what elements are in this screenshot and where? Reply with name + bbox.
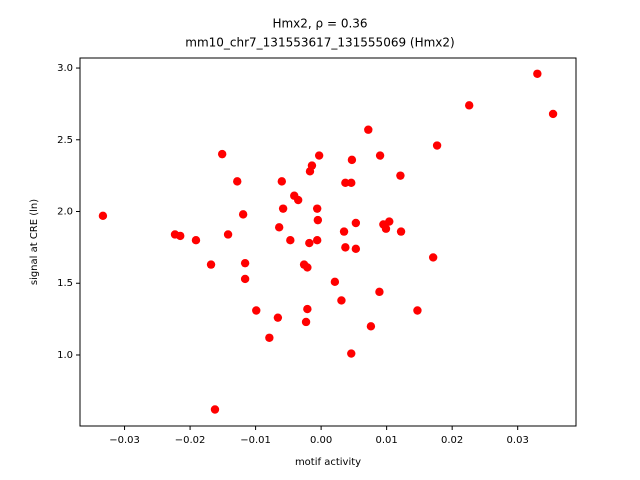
chart-subtitle: mm10_chr7_131553617_131555069 (Hmx2)	[185, 36, 454, 50]
point	[347, 155, 357, 165]
point	[396, 227, 406, 236]
point	[375, 287, 384, 297]
y-tick-label: 1.5	[57, 278, 73, 289]
x-tick-label: −0.03	[109, 435, 140, 446]
point	[337, 296, 346, 305]
point	[191, 236, 201, 245]
point	[252, 306, 261, 315]
point	[375, 151, 385, 160]
point	[273, 313, 283, 322]
x-axis-label: motif activity	[295, 457, 361, 468]
x-tick-label: 0.02	[441, 435, 463, 446]
point	[303, 263, 312, 272]
point	[265, 333, 274, 342]
point	[351, 218, 361, 228]
point	[312, 236, 322, 245]
point	[98, 211, 108, 221]
point	[312, 204, 322, 213]
point	[548, 109, 558, 119]
point	[303, 304, 312, 314]
point	[464, 101, 474, 110]
point	[314, 151, 324, 160]
point	[413, 306, 422, 315]
point	[385, 217, 394, 226]
x-tick-label: −0.02	[175, 435, 206, 446]
point	[217, 149, 227, 159]
chart-title: Hmx2, ρ = 0.36	[272, 17, 367, 31]
point	[432, 141, 442, 150]
point	[341, 243, 350, 252]
point	[233, 177, 242, 186]
point	[347, 349, 356, 358]
point	[305, 238, 314, 248]
point	[396, 171, 405, 180]
y-tick-label: 3.0	[57, 63, 73, 74]
point	[286, 236, 295, 245]
point	[278, 204, 288, 213]
point	[351, 244, 361, 254]
x-tick-label: 0.00	[310, 435, 332, 446]
point	[307, 161, 317, 170]
y-tick-label: 2.5	[57, 135, 73, 146]
point	[206, 260, 216, 269]
point	[301, 317, 311, 327]
y-tick-label: 1.0	[57, 350, 73, 361]
x-tick-label: 0.03	[507, 435, 529, 446]
x-tick-label: −0.01	[240, 435, 271, 446]
point	[381, 224, 391, 233]
point	[293, 195, 303, 205]
point	[428, 253, 438, 262]
axes-frame	[79, 57, 577, 427]
point	[347, 178, 356, 188]
y-axis-label: signal at CRE (ln)	[29, 199, 40, 285]
point	[223, 230, 233, 239]
point	[176, 231, 185, 241]
y-tick-label: 2.0	[57, 207, 73, 218]
point	[339, 227, 349, 236]
x-tick-label: 0.01	[376, 435, 398, 446]
point	[330, 277, 340, 287]
point	[533, 69, 542, 78]
point	[240, 274, 250, 284]
point	[366, 322, 376, 331]
point	[274, 223, 284, 232]
point	[364, 125, 373, 134]
point	[277, 177, 287, 186]
point	[238, 210, 248, 219]
point	[341, 178, 350, 188]
point	[313, 215, 323, 225]
point	[240, 258, 250, 268]
point	[210, 405, 220, 414]
